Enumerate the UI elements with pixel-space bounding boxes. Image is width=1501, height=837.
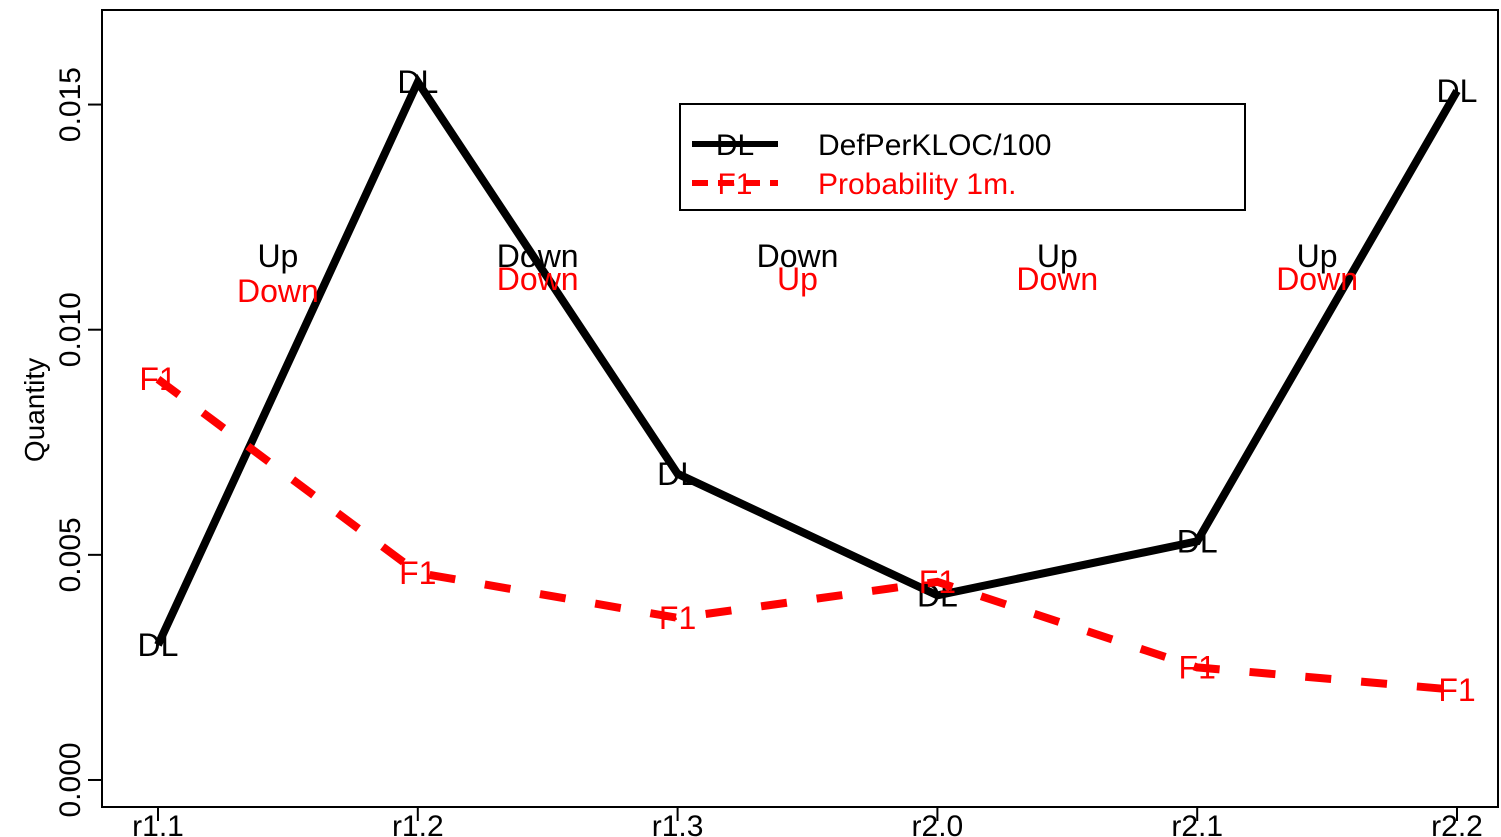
trend-annotation-f1: Down: [1276, 261, 1358, 297]
legend-label-f1: Probability 1m.: [818, 168, 1016, 201]
series-1-point-label: F1: [139, 361, 176, 397]
x-tick-label: r2.0: [912, 810, 964, 837]
axes: r1.1 r1.2 r1.3 r2.0 r2.1 r2.2 0.000 0.005 0.010 0…: [54, 67, 1483, 837]
series-1-point-label: F1: [1179, 649, 1216, 685]
series-0-point-label: DL: [657, 456, 698, 492]
y-tick-label: 0.000: [54, 742, 87, 817]
y-tick-label: 0.010: [54, 292, 87, 367]
x-tick-label: r1.1: [132, 810, 184, 837]
trend-annotation-dl: Up: [1037, 238, 1078, 274]
y-axis-label: Quantity: [19, 358, 50, 462]
trend-annotation-f1: Down: [497, 261, 579, 297]
series-0-point-label: DL: [138, 627, 179, 663]
legend-marker-f1: F1: [717, 168, 752, 201]
x-tick-label: r2.2: [1431, 810, 1483, 837]
trend-annotation-f1: Down: [237, 273, 319, 309]
trend-annotation-f1: Up: [777, 261, 818, 297]
legend-marker-dl: DL: [716, 129, 754, 162]
x-tick-label: r1.3: [652, 810, 704, 837]
legend: DL DefPerKLOC/100 F1 Probability 1m.: [679, 103, 1246, 211]
trend-annotation-f1: Down: [1016, 261, 1098, 297]
series-1-point-label: F1: [1438, 672, 1475, 708]
series-layer: DL DL DL DL DL DL F1 F1 F1 F1 F1 F1: [138, 64, 1478, 708]
trend-annotation-dl: Down: [497, 238, 579, 274]
trend-annotation-dl: Down: [757, 238, 839, 274]
series-1-point-label: F1: [659, 600, 696, 636]
series-0-point-label: DL: [1177, 523, 1218, 559]
trend-annotation-dl: Up: [1297, 238, 1338, 274]
series-0-point-label: DL: [1437, 73, 1478, 109]
legend-box: [679, 103, 1246, 211]
legend-label-dl: DefPerKLOC/100: [818, 129, 1051, 162]
trend-annotation-dl: Up: [257, 238, 298, 274]
x-tick-label: r1.2: [392, 810, 444, 837]
series-1-point-label: F1: [399, 555, 436, 591]
series-0-point-label: DL: [397, 64, 438, 100]
x-tick-label: r2.1: [1171, 810, 1223, 837]
y-tick-label: 0.005: [54, 517, 87, 592]
series-line-0: [154, 73, 1461, 647]
series-1-point-label: F1: [919, 564, 956, 600]
y-tick-label: 0.015: [54, 67, 87, 142]
